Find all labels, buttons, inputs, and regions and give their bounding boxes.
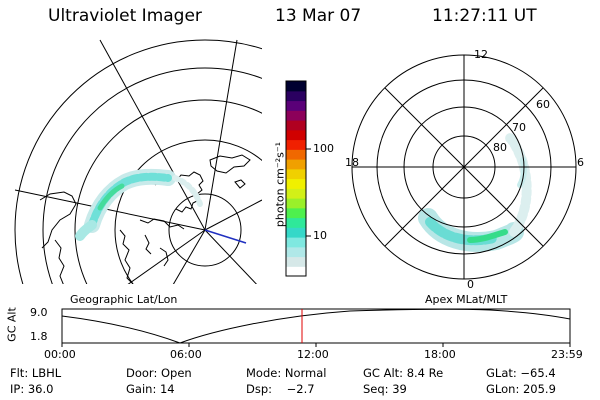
altitude-curve — [61, 308, 571, 344]
color-bar-segment — [286, 188, 306, 199]
color-bar-segment — [286, 227, 306, 238]
date-label: 13 Mar 07 — [275, 6, 362, 26]
color-bar-segment — [286, 266, 306, 277]
info-ip: IP: 36.0 — [10, 382, 54, 396]
color-bar-segment — [286, 139, 306, 150]
altitude-plot-frame — [61, 308, 571, 344]
color-bar-segment — [286, 237, 306, 248]
info-dsp: Dsp: −2.7 — [246, 382, 315, 396]
info-mode: Mode: Normal — [246, 366, 327, 380]
altitude-x-ticks — [61, 343, 571, 347]
color-bar-segment — [286, 110, 306, 121]
color-bar — [285, 80, 311, 277]
color-bar-segment — [286, 178, 306, 189]
color-bar-frame — [285, 80, 307, 277]
altitude-plot — [61, 308, 571, 347]
color-bar-segment — [286, 129, 306, 141]
magnetic-polar-plot — [351, 54, 577, 280]
geographic-map — [14, 39, 262, 284]
mlat-label-60: 60 — [536, 98, 550, 111]
info-glon: GLon: 205.9 — [486, 382, 556, 396]
app-title: Ultraviolet Imager — [48, 6, 202, 26]
color-bar-gradient — [286, 81, 306, 277]
color-bar-segment — [286, 159, 306, 170]
color-bar-label-10: 10 — [313, 229, 327, 242]
altitude-ytick-high: 9.0 — [30, 306, 48, 319]
mlt-label-6: 6 — [577, 156, 584, 169]
mlat-label-70: 70 — [512, 121, 526, 134]
color-bar-segment — [286, 100, 306, 111]
color-bar-segment — [286, 256, 306, 267]
time-label: 11:27:11 UT — [432, 6, 537, 26]
altitude-ytick-low: 1.8 — [30, 330, 48, 343]
color-bar-segment — [286, 207, 306, 219]
altitude-xtick-0: 00:00 — [44, 348, 76, 361]
mlt-label-18: 18 — [345, 156, 359, 169]
color-bar-segment — [286, 198, 306, 209]
color-bar-segment — [286, 168, 306, 180]
color-bar-unit-label: photon cm⁻²s⁻¹ — [273, 141, 287, 228]
mlt-lines — [352, 55, 576, 279]
info-glat: GLat: −65.4 — [486, 366, 556, 380]
color-bar-segment — [286, 246, 306, 258]
color-bar-segment — [286, 81, 306, 92]
aurora-band-magnetic — [418, 133, 532, 252]
aurora-band-geographic — [75, 168, 203, 241]
info-seq: Seq: 39 — [363, 382, 407, 396]
color-bar-label-100: 100 — [313, 142, 334, 155]
info-door: Door: Open — [126, 366, 192, 380]
magnetic-caption: Apex MLat/MLT — [425, 293, 508, 306]
altitude-xtick-4: 23:59 — [551, 348, 583, 361]
color-bar-segment — [286, 217, 306, 228]
info-filter: Flt: LBHL — [10, 366, 62, 380]
altitude-xtick-2: 12:00 — [297, 348, 329, 361]
mlt-label-12: 12 — [474, 48, 488, 61]
altitude-xtick-1: 06:00 — [170, 348, 202, 361]
mlt-label-0: 0 — [467, 278, 474, 291]
color-bar-segment — [286, 149, 306, 160]
color-bar-segment — [286, 120, 306, 131]
mlat-label-80: 80 — [493, 141, 507, 154]
longitude-lines — [14, 39, 262, 284]
color-bar-segment — [286, 90, 306, 102]
info-gc-alt: GC Alt: 8.4 Re — [363, 366, 444, 380]
latitude-circles — [14, 39, 262, 284]
pole-direction-line — [204, 229, 247, 244]
altitude-ylabel: GC Alt — [5, 307, 19, 342]
altitude-xtick-3: 18:00 — [424, 348, 456, 361]
geographic-caption: Geographic Lat/Lon — [70, 293, 178, 306]
info-gain: Gain: 14 — [126, 382, 175, 396]
